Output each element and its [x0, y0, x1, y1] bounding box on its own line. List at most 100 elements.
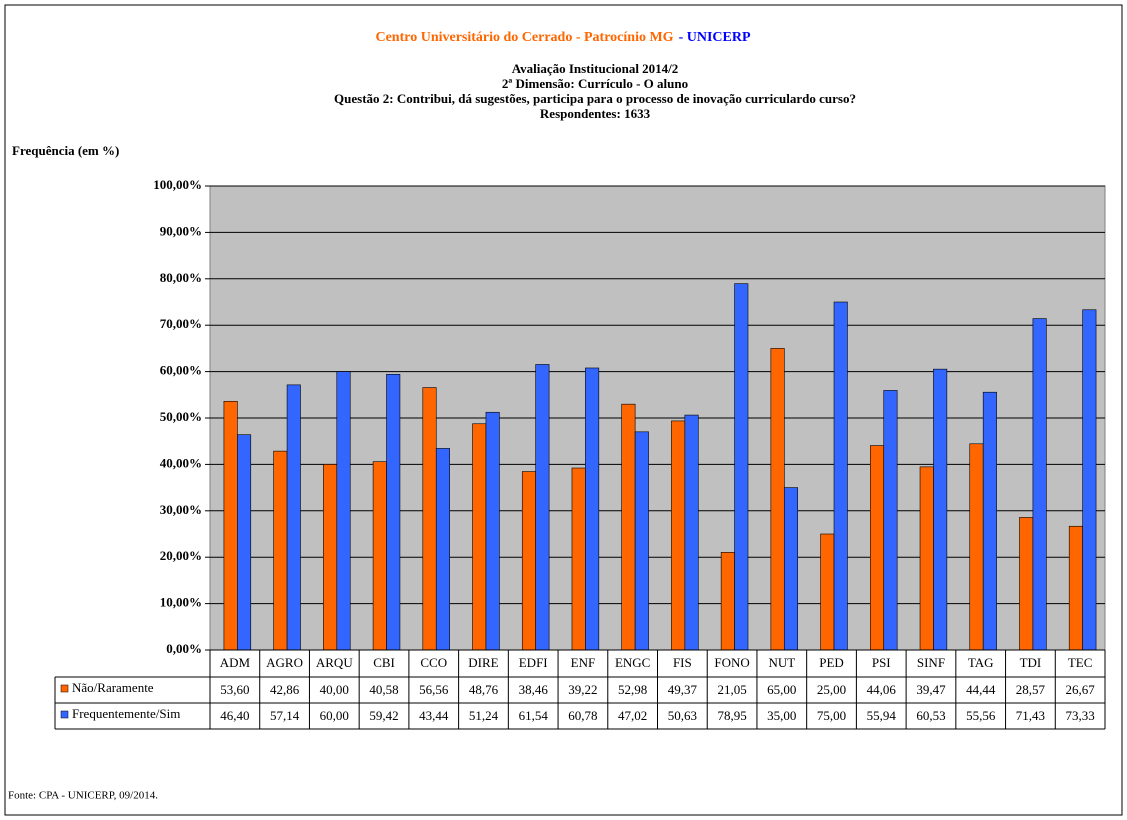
bar	[1032, 318, 1047, 651]
bar	[684, 414, 699, 651]
data-label: 65,00	[767, 682, 796, 697]
subtitle: 2ª Dimensão: Currículo - O aluno	[502, 76, 688, 91]
bar	[585, 367, 600, 651]
x-tick-label: AGRO	[266, 655, 303, 670]
data-label: 26,67	[1066, 682, 1096, 697]
y-tick-label: 80,00%	[160, 270, 202, 285]
bar	[770, 348, 785, 651]
y-tick-label: 70,00%	[160, 316, 202, 331]
legend-label: Frequentemente/Sim	[72, 706, 180, 721]
data-label: 52,98	[618, 682, 647, 697]
data-label: 75,00	[817, 708, 846, 723]
data-label: 78,95	[717, 708, 746, 723]
y-tick-label: 0,00%	[166, 641, 202, 656]
bar	[783, 487, 799, 651]
data-label: 49,37	[668, 682, 698, 697]
x-tick-label: SINF	[917, 655, 945, 670]
data-label: 28,57	[1016, 682, 1046, 697]
x-tick-label: CBI	[373, 655, 395, 670]
x-tick-label: EDFI	[519, 655, 548, 670]
x-tick-label: ENGC	[615, 655, 650, 670]
x-tick-label: DIRE	[468, 655, 498, 670]
data-label: 55,94	[867, 708, 897, 723]
data-label: 40,58	[369, 682, 398, 697]
subtitle: Questão 2: Contribui, dá sugestões, part…	[334, 91, 856, 106]
bar	[472, 423, 487, 651]
bar	[521, 471, 536, 651]
bar	[870, 445, 885, 651]
bar	[621, 403, 636, 651]
bar	[919, 466, 934, 651]
subtitle: Respondentes: 1633	[540, 106, 651, 121]
data-label: 59,42	[369, 708, 398, 723]
x-tick-label: NUT	[768, 655, 795, 670]
legend-key	[60, 684, 69, 693]
x-tick-label: TAG	[968, 655, 994, 670]
x-tick-label: PED	[819, 655, 844, 670]
legend-key	[60, 710, 69, 719]
bar	[734, 283, 749, 651]
chart-title: Centro Universitário do Cerrado - Patroc…	[375, 30, 750, 45]
bar	[372, 461, 387, 651]
data-label: 40,00	[320, 682, 349, 697]
bar	[273, 450, 288, 651]
title-main: Centro Universitário do Cerrado - Patroc…	[375, 30, 673, 45]
bar	[1019, 517, 1034, 651]
data-label: 48,76	[469, 682, 499, 697]
data-label: 61,54	[519, 708, 549, 723]
data-label: 35,00	[767, 708, 796, 723]
bar	[982, 391, 997, 651]
subtitle: Avaliação Institucional 2014/2	[512, 61, 679, 76]
bar	[223, 400, 238, 651]
bar	[969, 443, 984, 651]
y-axis-label: Frequência (em %)	[12, 143, 119, 158]
data-label: 71,43	[1016, 708, 1045, 723]
bar	[535, 364, 550, 651]
bar	[671, 420, 686, 651]
x-tick-label: TDI	[1020, 655, 1042, 670]
x-tick-label: ARQU	[316, 655, 353, 670]
data-label: 57,14	[270, 708, 300, 723]
data-label: 60,53	[916, 708, 945, 723]
data-label: 21,05	[717, 682, 746, 697]
bar	[1082, 309, 1097, 651]
title-org: - UNICERP	[679, 30, 751, 45]
data-label: 51,24	[469, 708, 499, 723]
data-label: 47,02	[618, 708, 647, 723]
bar	[286, 384, 301, 651]
data-label: 73,33	[1066, 708, 1095, 723]
data-label: 50,63	[668, 708, 697, 723]
data-label: 56,56	[419, 682, 449, 697]
source: Fonte: CPA - UNICERP, 09/2014.	[8, 790, 158, 802]
bar	[435, 448, 450, 651]
y-tick-label: 60,00%	[160, 363, 202, 378]
y-tick-label: 40,00%	[160, 455, 202, 470]
x-tick-label: FIS	[673, 655, 692, 670]
x-tick-label: ENF	[571, 655, 596, 670]
bar	[336, 371, 351, 651]
bar	[323, 464, 338, 651]
data-label: 43,44	[419, 708, 449, 723]
data-label: 39,47	[916, 682, 946, 697]
y-tick-label: 30,00%	[160, 502, 202, 517]
bar	[571, 467, 586, 651]
bar	[933, 368, 948, 651]
x-tick-label: CCO	[420, 655, 447, 670]
data-label: 44,06	[867, 682, 897, 697]
bar	[422, 387, 437, 651]
bar	[386, 373, 401, 651]
y-tick-label: 20,00%	[160, 548, 202, 563]
legend-label: Não/Raramente	[72, 680, 154, 695]
data-label: 53,60	[220, 682, 249, 697]
x-tick-label: ADM	[220, 655, 251, 670]
bar	[1068, 525, 1083, 651]
y-tick-label: 100,00%	[153, 177, 202, 192]
data-label: 46,40	[220, 708, 249, 723]
bar	[883, 390, 898, 651]
x-tick-label: TEC	[1068, 655, 1093, 670]
bar	[237, 434, 252, 651]
data-label: 55,56	[966, 708, 996, 723]
data-label: 44,44	[966, 682, 996, 697]
bar	[833, 301, 848, 651]
x-tick-label: FONO	[714, 655, 749, 670]
